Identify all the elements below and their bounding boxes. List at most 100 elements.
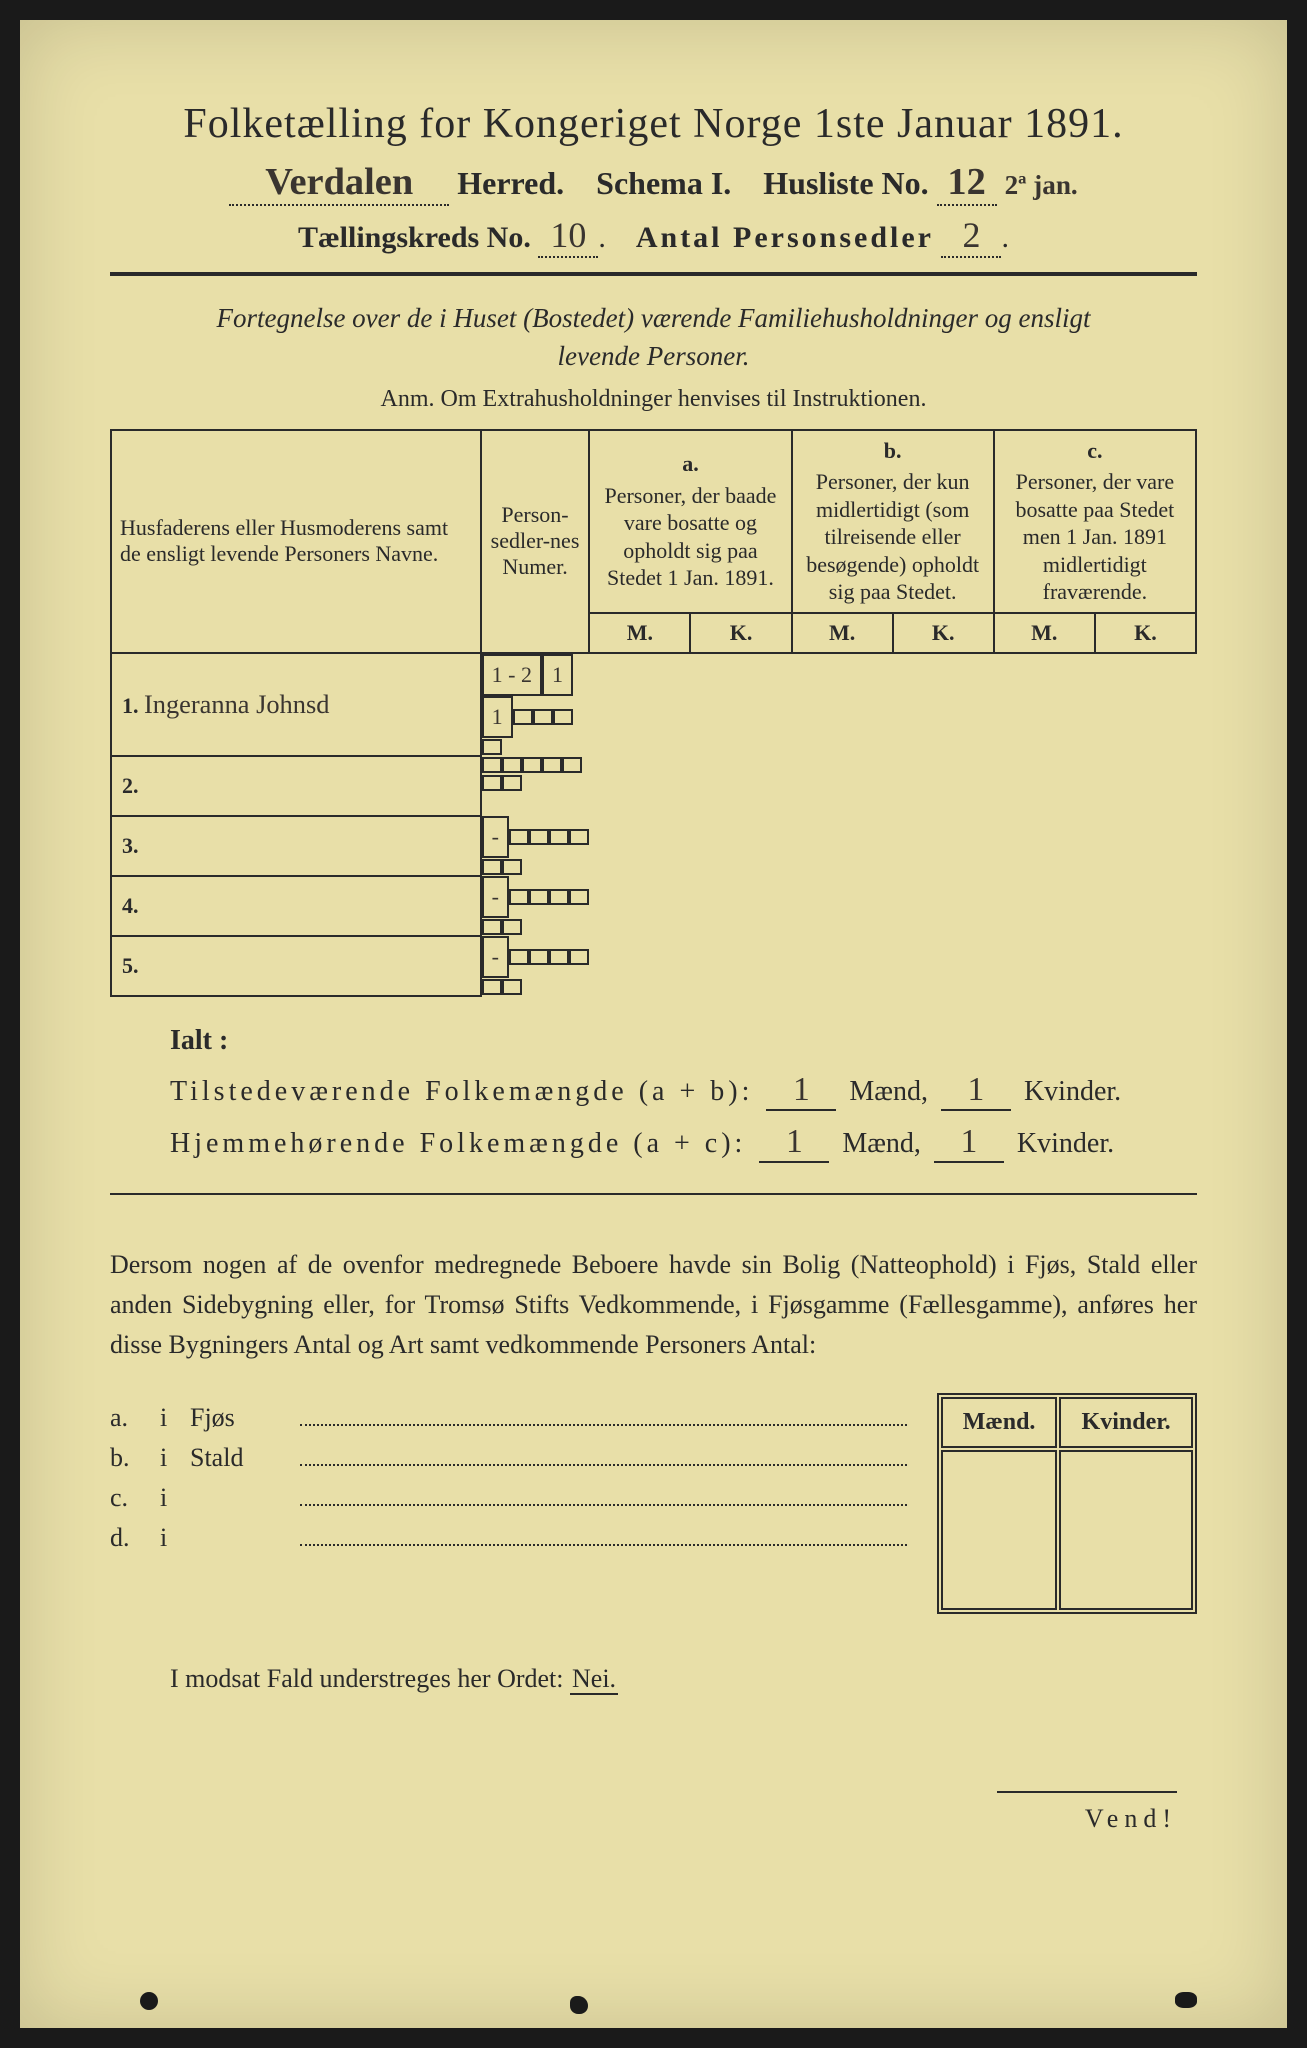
col-names-header: Husfaderens eller Husmoderens samt de en… xyxy=(111,430,481,653)
row-a-m xyxy=(509,829,529,845)
anm-note: Anm. Om Extrahusholdninger henvises til … xyxy=(110,386,1197,413)
col-c-text: Personer, der vare bosatte paa Stedet me… xyxy=(1015,469,1174,604)
row-b-m xyxy=(549,829,569,845)
ialt1-label: Tilstedeværende Folkemængde (a + b): xyxy=(170,1076,753,1107)
b-type: Stald xyxy=(190,1443,300,1473)
row-b-m xyxy=(513,709,533,725)
row-c-m xyxy=(482,775,502,791)
herred-value: Verdalen xyxy=(229,160,449,206)
row-a-k xyxy=(529,949,549,965)
table-row: 1. Ingeranna Johnsd1 - 211 xyxy=(111,653,1196,756)
mk-box: Mænd. Kvinder. xyxy=(937,1393,1197,1614)
row-b-m xyxy=(542,757,562,773)
schema-label: Schema I. xyxy=(596,165,731,201)
row-a-m xyxy=(509,889,529,905)
row-c-k xyxy=(502,859,522,875)
ialt-label: Ialt : xyxy=(170,1025,1197,1057)
col-a-header: a. Personer, der baade vare bosatte og o… xyxy=(589,430,791,613)
husliste-label: Husliste No. xyxy=(763,165,928,201)
ialt2-m: 1 xyxy=(759,1123,829,1163)
kvinder-label: Kvinder. xyxy=(1024,1076,1121,1107)
row-numer: - xyxy=(482,816,509,858)
kvinder-label-2: Kvinder. xyxy=(1017,1128,1114,1159)
row-numer xyxy=(482,757,502,773)
row-b-k xyxy=(533,709,553,725)
subtitle-line2: levende Personer. xyxy=(558,341,750,371)
ink-blot-icon xyxy=(1175,1992,1197,2008)
b-dots xyxy=(300,1446,907,1467)
table-row: 4. - xyxy=(111,876,1196,936)
row-a-k xyxy=(529,829,549,845)
table-row: 5. - xyxy=(111,936,1196,996)
row-a-m: 1 xyxy=(542,654,573,696)
mkbox-m: Mænd. xyxy=(941,1397,1057,1448)
household-table: Husfaderens eller Husmoderens samt de en… xyxy=(110,429,1197,997)
row-c-m xyxy=(553,709,573,725)
ialt-section: Ialt : Tilstedeværende Folkemængde (a + … xyxy=(170,1025,1197,1163)
row-a-m xyxy=(509,949,529,965)
row-b-m xyxy=(549,949,569,965)
row-c-m xyxy=(482,919,502,935)
d-dots xyxy=(300,1526,907,1547)
header-line-2: Verdalen Herred. Schema I. Husliste No. … xyxy=(110,160,1197,206)
row-name: 3. xyxy=(111,816,481,876)
table-row: 2. xyxy=(111,756,1196,816)
col-c-letter: c. xyxy=(1003,437,1187,465)
row-name: 5. xyxy=(111,936,481,996)
row-b-k xyxy=(569,889,589,905)
col-a-m: M. xyxy=(589,613,690,653)
row-a-m xyxy=(502,757,522,773)
row-numer: - xyxy=(482,936,509,978)
row-c-k xyxy=(502,919,522,935)
vend: Vend! xyxy=(110,1774,1197,1834)
maend-label: Mænd, xyxy=(849,1076,928,1107)
mkbox-k: Kvinder. xyxy=(1059,1397,1193,1448)
row-b-k xyxy=(562,757,582,773)
footer-nei: Nei. xyxy=(570,1664,618,1695)
herred-label: Herred. xyxy=(457,165,564,201)
kreds-value: 10 xyxy=(538,214,598,258)
footer-line: I modsat Fald understreges her Ordet: Ne… xyxy=(170,1664,1197,1694)
ialt2-k: 1 xyxy=(934,1123,1004,1163)
a-type: Fjøs xyxy=(190,1403,300,1433)
abcd-row-a: a. i Fjøs xyxy=(110,1403,907,1433)
col-numer-header: Person-sedler-nes Numer. xyxy=(481,430,590,653)
c-dots xyxy=(300,1486,907,1507)
row-a-k: 1 xyxy=(482,696,513,738)
divider-2 xyxy=(110,1193,1197,1195)
row-numer: 1 - 2 xyxy=(482,654,542,696)
ialt1-m: 1 xyxy=(766,1071,836,1111)
col-names-text: Husfaderens eller Husmoderens samt de en… xyxy=(120,515,448,566)
table-row: 3. - xyxy=(111,816,1196,876)
personsedler-value: 2 xyxy=(941,214,1001,258)
c-lbl: c. xyxy=(110,1483,160,1513)
c-i: i xyxy=(160,1483,190,1513)
husliste-date: 2ª jan. xyxy=(1005,170,1078,201)
row-a-k xyxy=(522,757,542,773)
col-b-letter: b. xyxy=(801,437,985,465)
row-name: 2. xyxy=(111,756,481,816)
maend-label-2: Mænd, xyxy=(842,1128,921,1159)
mkbox-k-cell xyxy=(1059,1450,1193,1610)
col-c-k: K. xyxy=(1095,613,1196,653)
abcd-list: a. i Fjøs b. i Stald c. i d. i xyxy=(110,1393,907,1563)
mkbox-m-cell xyxy=(941,1450,1057,1610)
ialt2-label: Hjemmehørende Folkemængde (a + c): xyxy=(170,1128,746,1159)
col-c-header: c. Personer, der vare bosatte paa Stedet… xyxy=(994,430,1196,613)
row-name: 1. Ingeranna Johnsd xyxy=(111,653,481,756)
kreds-label: Tællingskreds No. xyxy=(298,221,531,254)
col-a-text: Personer, der baade vare bosatte og opho… xyxy=(604,483,776,591)
row-c-k xyxy=(482,739,502,755)
row-b-k xyxy=(569,829,589,845)
personsedler-label: Antal Personsedler xyxy=(636,221,934,254)
col-a-k: K. xyxy=(690,613,791,653)
abcd-row-c: c. i xyxy=(110,1483,907,1513)
divider xyxy=(110,272,1197,276)
row-c-m xyxy=(482,859,502,875)
census-form-page: Folketælling for Kongeriget Norge 1ste J… xyxy=(20,20,1287,2028)
abcd-row-b: b. i Stald xyxy=(110,1443,907,1473)
col-b-m: M. xyxy=(792,613,893,653)
d-i: i xyxy=(160,1523,190,1553)
row-a-k xyxy=(529,889,549,905)
footer-pre: I modsat Fald understreges her Ordet: xyxy=(170,1664,570,1693)
